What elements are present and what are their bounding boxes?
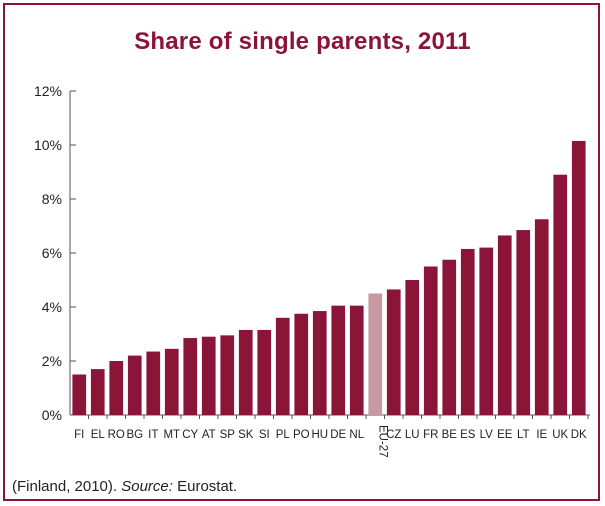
bars — [72, 140, 586, 415]
bar-be — [442, 259, 457, 415]
x-tick-label: DE — [330, 429, 346, 441]
bar-bg — [127, 355, 142, 415]
bar-cy — [183, 338, 198, 415]
x-tick-label: NL — [349, 429, 364, 441]
bar-es — [460, 248, 475, 415]
bar-el — [90, 369, 105, 415]
x-tick-label: FR — [423, 429, 438, 441]
x-tick-label: PO — [293, 429, 310, 441]
x-tick-label: LV — [480, 429, 494, 441]
x-tick-label: RO — [108, 429, 125, 441]
bar-hu — [312, 311, 327, 415]
x-tick-label: AT — [202, 429, 216, 441]
x-tick-label: SI — [259, 429, 270, 441]
x-tick-label: SK — [238, 429, 254, 441]
bar-ee — [497, 235, 512, 415]
footnote-prefix: (Finland, 2010). — [12, 478, 122, 495]
source-value: Eurostat. — [172, 478, 238, 495]
x-tick-label: BE — [442, 429, 458, 441]
y-tick-label: 2% — [42, 353, 62, 369]
y-tick-label: 4% — [42, 299, 62, 315]
x-tick-label: BG — [126, 429, 143, 441]
x-tick-label: PL — [276, 429, 291, 441]
x-tick-label: DK — [571, 429, 587, 441]
bar-eu-27 — [368, 293, 383, 415]
chart-title: Share of single parents, 2011 — [134, 28, 471, 55]
y-tick-label: 10% — [34, 137, 62, 153]
y-tick-label: 8% — [42, 191, 62, 207]
x-tick-label: IE — [536, 429, 547, 441]
bar-pl — [275, 317, 290, 415]
x-tick-label: LT — [517, 429, 530, 441]
y-tick-label: 12% — [34, 83, 62, 99]
bar-mt — [164, 348, 179, 415]
x-tick-label: UK — [552, 429, 568, 441]
bar-ro — [109, 361, 124, 415]
y-tick-label: 6% — [42, 245, 62, 261]
bar-lv — [479, 247, 494, 415]
bar-nl — [349, 305, 364, 415]
bar-sk — [238, 329, 253, 415]
bar-lt — [516, 230, 531, 415]
x-tick-label: FI — [74, 429, 84, 441]
bar-si — [257, 329, 272, 415]
bar-uk — [553, 174, 568, 415]
bar-lu — [405, 280, 420, 415]
bar-dk — [571, 140, 586, 415]
x-tick-label: MT — [163, 429, 180, 441]
source-note: (Finland, 2010). Source: Eurostat. — [12, 478, 237, 495]
y-tick-label: 0% — [42, 407, 62, 423]
x-tick-label: EU-27 — [376, 425, 388, 458]
bar-at — [201, 336, 216, 415]
bar-sp — [220, 335, 235, 415]
x-tick-label: CY — [182, 429, 198, 441]
x-tick-label: HU — [311, 429, 328, 441]
bar-fi — [72, 374, 87, 415]
x-tick-label: ES — [460, 429, 476, 441]
bar-de — [331, 305, 346, 415]
x-tick-label: CZ — [386, 429, 401, 441]
bar-it — [146, 351, 161, 415]
bar-fr — [423, 266, 438, 415]
bar-cz — [386, 289, 401, 415]
bar-ie — [534, 219, 549, 415]
x-tick-label: IT — [148, 429, 158, 441]
x-tick-label: SP — [220, 429, 236, 441]
bar-po — [294, 313, 309, 415]
x-tick-label: EL — [91, 429, 106, 441]
x-tick-label: LU — [405, 429, 420, 441]
x-tick-label: EE — [497, 429, 513, 441]
source-label: Source: — [121, 478, 173, 495]
